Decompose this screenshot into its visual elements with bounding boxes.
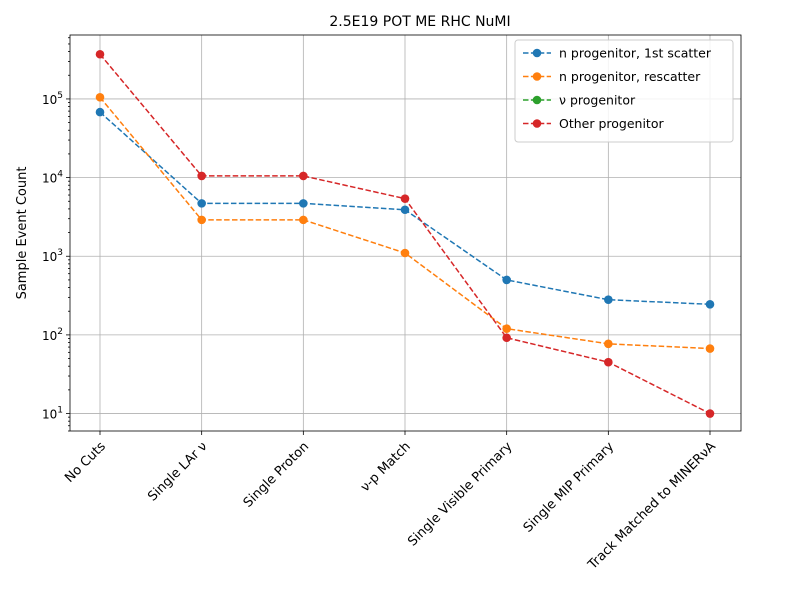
data-point — [95, 49, 105, 59]
legend-marker — [532, 95, 542, 105]
y-tick-label-base: 10 — [42, 408, 57, 422]
data-point — [299, 199, 308, 208]
data-point — [197, 215, 206, 225]
y-tick-label-exponent: 2 — [57, 327, 63, 337]
series — [95, 107, 715, 309]
axes-frame — [69, 34, 742, 432]
data-point — [400, 248, 410, 258]
data-point — [299, 171, 308, 181]
legend-label: n progenitor, rescatter — [559, 69, 701, 84]
data-point — [299, 215, 308, 225]
y-tick-label: 104 — [42, 170, 63, 186]
data-point — [197, 171, 206, 181]
x-tick-label: Single Visible Primary — [405, 439, 515, 549]
data-point — [95, 107, 105, 117]
data-point — [400, 194, 410, 203]
x-tick-label: Single Proton — [241, 439, 312, 510]
legend-item: n progenitor, 1st scatter — [523, 46, 712, 61]
series — [95, 49, 715, 418]
data-point — [502, 333, 511, 343]
legend-label: ν progenitor — [559, 93, 636, 108]
y-tick-label-exponent: 5 — [57, 91, 63, 101]
x-tick-label: Single LAr ν — [145, 439, 210, 504]
data-point — [604, 357, 613, 367]
y-tick-label-base: 10 — [42, 250, 57, 264]
x-tick-label: ν-p Match — [358, 439, 414, 495]
y-tick-label: 102 — [42, 327, 63, 343]
legend-box — [514, 39, 734, 143]
plot-area — [95, 49, 715, 418]
y-tick-label-base: 10 — [42, 172, 57, 186]
y-axis-label: Sample Event Count — [15, 167, 30, 300]
y-tick-label: 103 — [42, 248, 63, 264]
chart-title: 2.5E19 POT ME RHC NuMI — [329, 14, 510, 30]
data-point — [502, 324, 511, 333]
y-tick-label-base: 10 — [42, 329, 57, 343]
legend-marker — [532, 48, 542, 58]
data-point — [705, 409, 715, 418]
legend-item: n progenitor, rescatter — [523, 69, 701, 84]
y-tick-label-exponent: 1 — [57, 406, 63, 416]
legend-marker — [532, 72, 542, 81]
x-tick-label: No Cuts — [62, 439, 109, 486]
data-point — [502, 275, 511, 285]
data-point — [197, 199, 206, 208]
y-tick-label: 101 — [42, 406, 63, 422]
data-point — [705, 299, 715, 309]
legend-item: Other progenitor — [523, 116, 664, 131]
series — [95, 92, 715, 353]
data-point — [604, 339, 613, 349]
legend-marker — [532, 119, 542, 128]
legend-item: ν progenitor — [523, 93, 636, 108]
y-tick-label-exponent: 4 — [57, 170, 63, 180]
legend-label: n progenitor, 1st scatter — [559, 46, 712, 61]
y-tick-label-exponent: 3 — [57, 248, 63, 258]
y-tick-label-base: 10 — [42, 93, 57, 107]
x-tick-label: Single MIP Primary — [521, 439, 618, 536]
data-point — [705, 344, 715, 353]
x-axis: No Cuts Single LAr ν Single Proton ν-p Matc… — [62, 431, 719, 573]
data-point — [604, 295, 613, 305]
y-tick-label: 105 — [42, 91, 63, 107]
data-point — [400, 205, 410, 215]
legend: n progenitor, 1st scatter n progenitor, r… — [514, 39, 734, 143]
data-point — [95, 92, 105, 102]
legend-label: Other progenitor — [559, 116, 664, 131]
